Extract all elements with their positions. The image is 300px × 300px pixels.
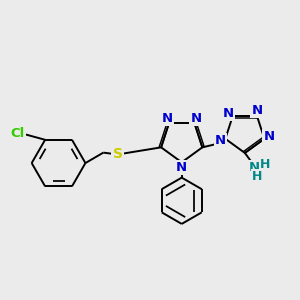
Text: N: N <box>249 160 260 174</box>
Text: N: N <box>190 112 202 125</box>
Text: H: H <box>260 158 270 171</box>
Text: N: N <box>162 112 173 125</box>
Text: N: N <box>263 130 274 143</box>
Text: S: S <box>112 148 122 161</box>
Text: N: N <box>222 107 233 120</box>
Text: Cl: Cl <box>11 127 25 140</box>
Text: H: H <box>252 170 262 183</box>
Text: N: N <box>215 134 226 147</box>
Text: N: N <box>176 161 187 174</box>
Text: N: N <box>251 104 262 117</box>
